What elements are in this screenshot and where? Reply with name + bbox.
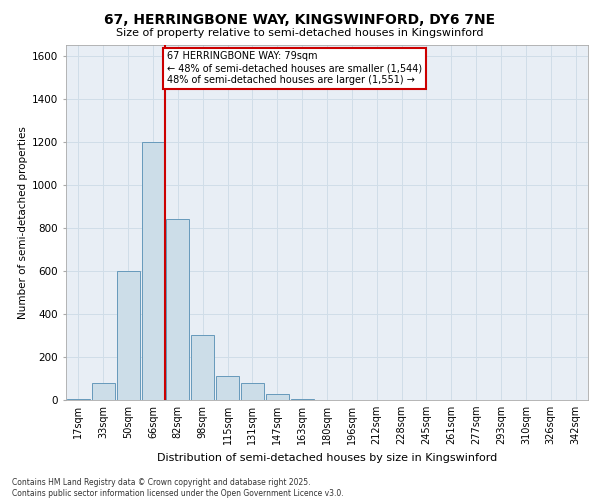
Bar	[117, 271, 140, 400]
Bar	[92, 383, 115, 400]
Text: Contains HM Land Registry data © Crown copyright and database right 2025.
Contai: Contains HM Land Registry data © Crown c…	[12, 478, 344, 498]
Y-axis label: Number of semi-detached properties: Number of semi-detached properties	[18, 126, 28, 319]
Text: 67 HERRINGBONE WAY: 79sqm
← 48% of semi-detached houses are smaller (1,544)
48% : 67 HERRINGBONE WAY: 79sqm ← 48% of semi-…	[167, 52, 422, 84]
Text: 67, HERRINGBONE WAY, KINGSWINFORD, DY6 7NE: 67, HERRINGBONE WAY, KINGSWINFORD, DY6 7…	[104, 12, 496, 26]
Bar	[266, 394, 289, 400]
Bar	[67, 399, 90, 400]
X-axis label: Distribution of semi-detached houses by size in Kingswinford: Distribution of semi-detached houses by …	[157, 452, 497, 462]
Bar	[241, 383, 264, 400]
Bar	[216, 376, 239, 400]
Bar	[142, 142, 164, 400]
Bar	[291, 399, 314, 400]
Text: Size of property relative to semi-detached houses in Kingswinford: Size of property relative to semi-detach…	[116, 28, 484, 38]
Bar	[191, 336, 214, 400]
Bar	[166, 220, 189, 400]
